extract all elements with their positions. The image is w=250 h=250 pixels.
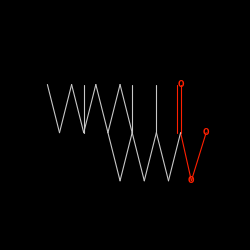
Text: O: O: [188, 176, 194, 185]
Text: O: O: [203, 128, 209, 137]
Text: O: O: [177, 80, 184, 89]
